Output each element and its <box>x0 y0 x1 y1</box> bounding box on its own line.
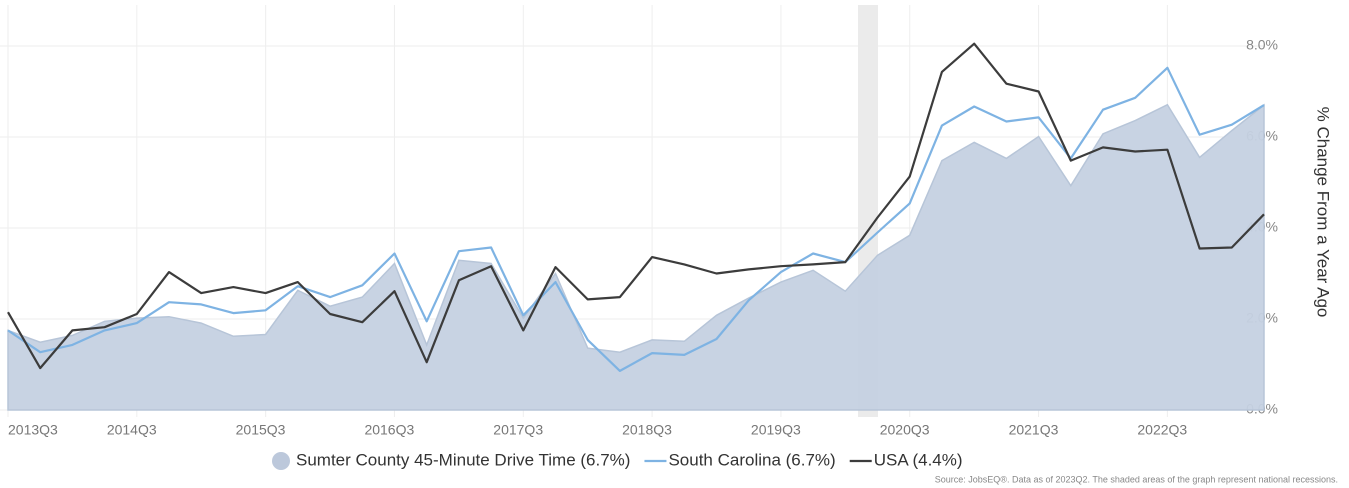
legend-marker <box>272 452 290 470</box>
x-tick-label: 2013Q3 <box>8 422 58 438</box>
x-tick-label: 2017Q3 <box>493 422 543 438</box>
legend-label: USA (4.4%) <box>874 450 963 469</box>
x-tick-label: 2015Q3 <box>236 422 286 438</box>
x-tick-label: 2014Q3 <box>107 422 157 438</box>
source-note: Source: JobsEQ®. Data as of 2023Q2. The … <box>935 474 1338 484</box>
area <box>7 103 1265 411</box>
line <box>7 42 1265 370</box>
x-tick-label: 2019Q3 <box>751 422 801 438</box>
x-tick-label: 2022Q3 <box>1137 422 1187 438</box>
x-tick-label: 2021Q3 <box>1009 422 1059 438</box>
x-tick-label: 2020Q3 <box>880 422 930 438</box>
legend-label: South Carolina (6.7%) <box>668 450 835 469</box>
y-tick-label: 8.0% <box>1246 37 1278 53</box>
legend: Sumter County 45-Minute Drive Time (6.7%… <box>272 450 963 470</box>
y-axis-label: % Change From a Year Ago <box>1314 107 1333 318</box>
x-tick-label: 2016Q3 <box>364 422 414 438</box>
legend-label: Sumter County 45-Minute Drive Time (6.7%… <box>296 450 630 469</box>
x-tick-label: 2018Q3 <box>622 422 672 438</box>
line <box>7 66 1265 372</box>
